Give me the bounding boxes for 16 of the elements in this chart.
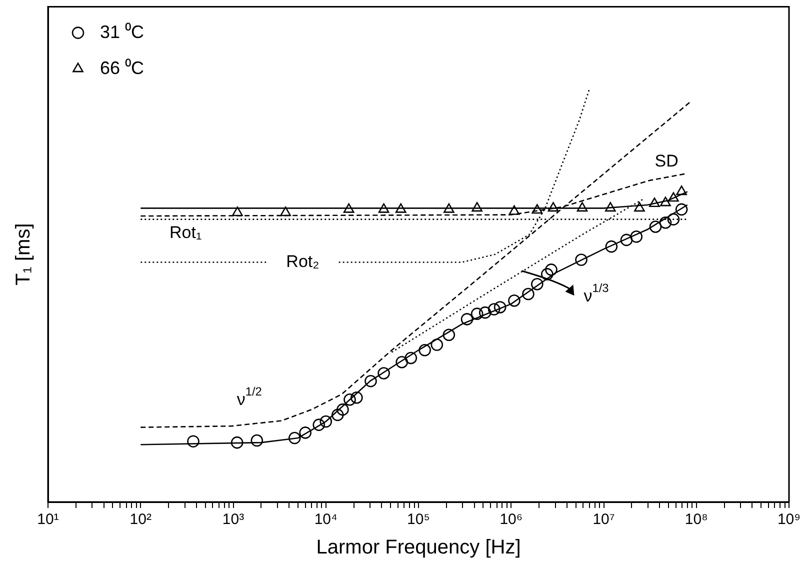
series-label: Rot₁: [170, 223, 202, 242]
x-tick-label: 10⁸: [684, 511, 708, 528]
x-tick-label: 10²: [130, 511, 152, 528]
x-tick-label: 10⁵: [407, 511, 430, 528]
x-tick-label: 10³: [222, 511, 244, 528]
x-tick-label: 10⁹: [777, 511, 801, 528]
legend-label: 66 ⁰C: [100, 58, 144, 78]
x-tick-label: 10⁷: [592, 511, 615, 528]
x-tick-label: 10¹: [37, 511, 59, 528]
x-tick-label: 10⁶: [500, 511, 523, 528]
x-axis-title: Larmor Frequency [Hz]: [316, 536, 521, 559]
x-tick-label: 10⁴: [314, 511, 338, 528]
series-label: SD: [654, 152, 678, 171]
y-axis-title: T₁ [ms]: [12, 223, 35, 286]
series-label: Rot₂: [286, 252, 320, 271]
legend-label: 31 ⁰C: [100, 22, 144, 42]
